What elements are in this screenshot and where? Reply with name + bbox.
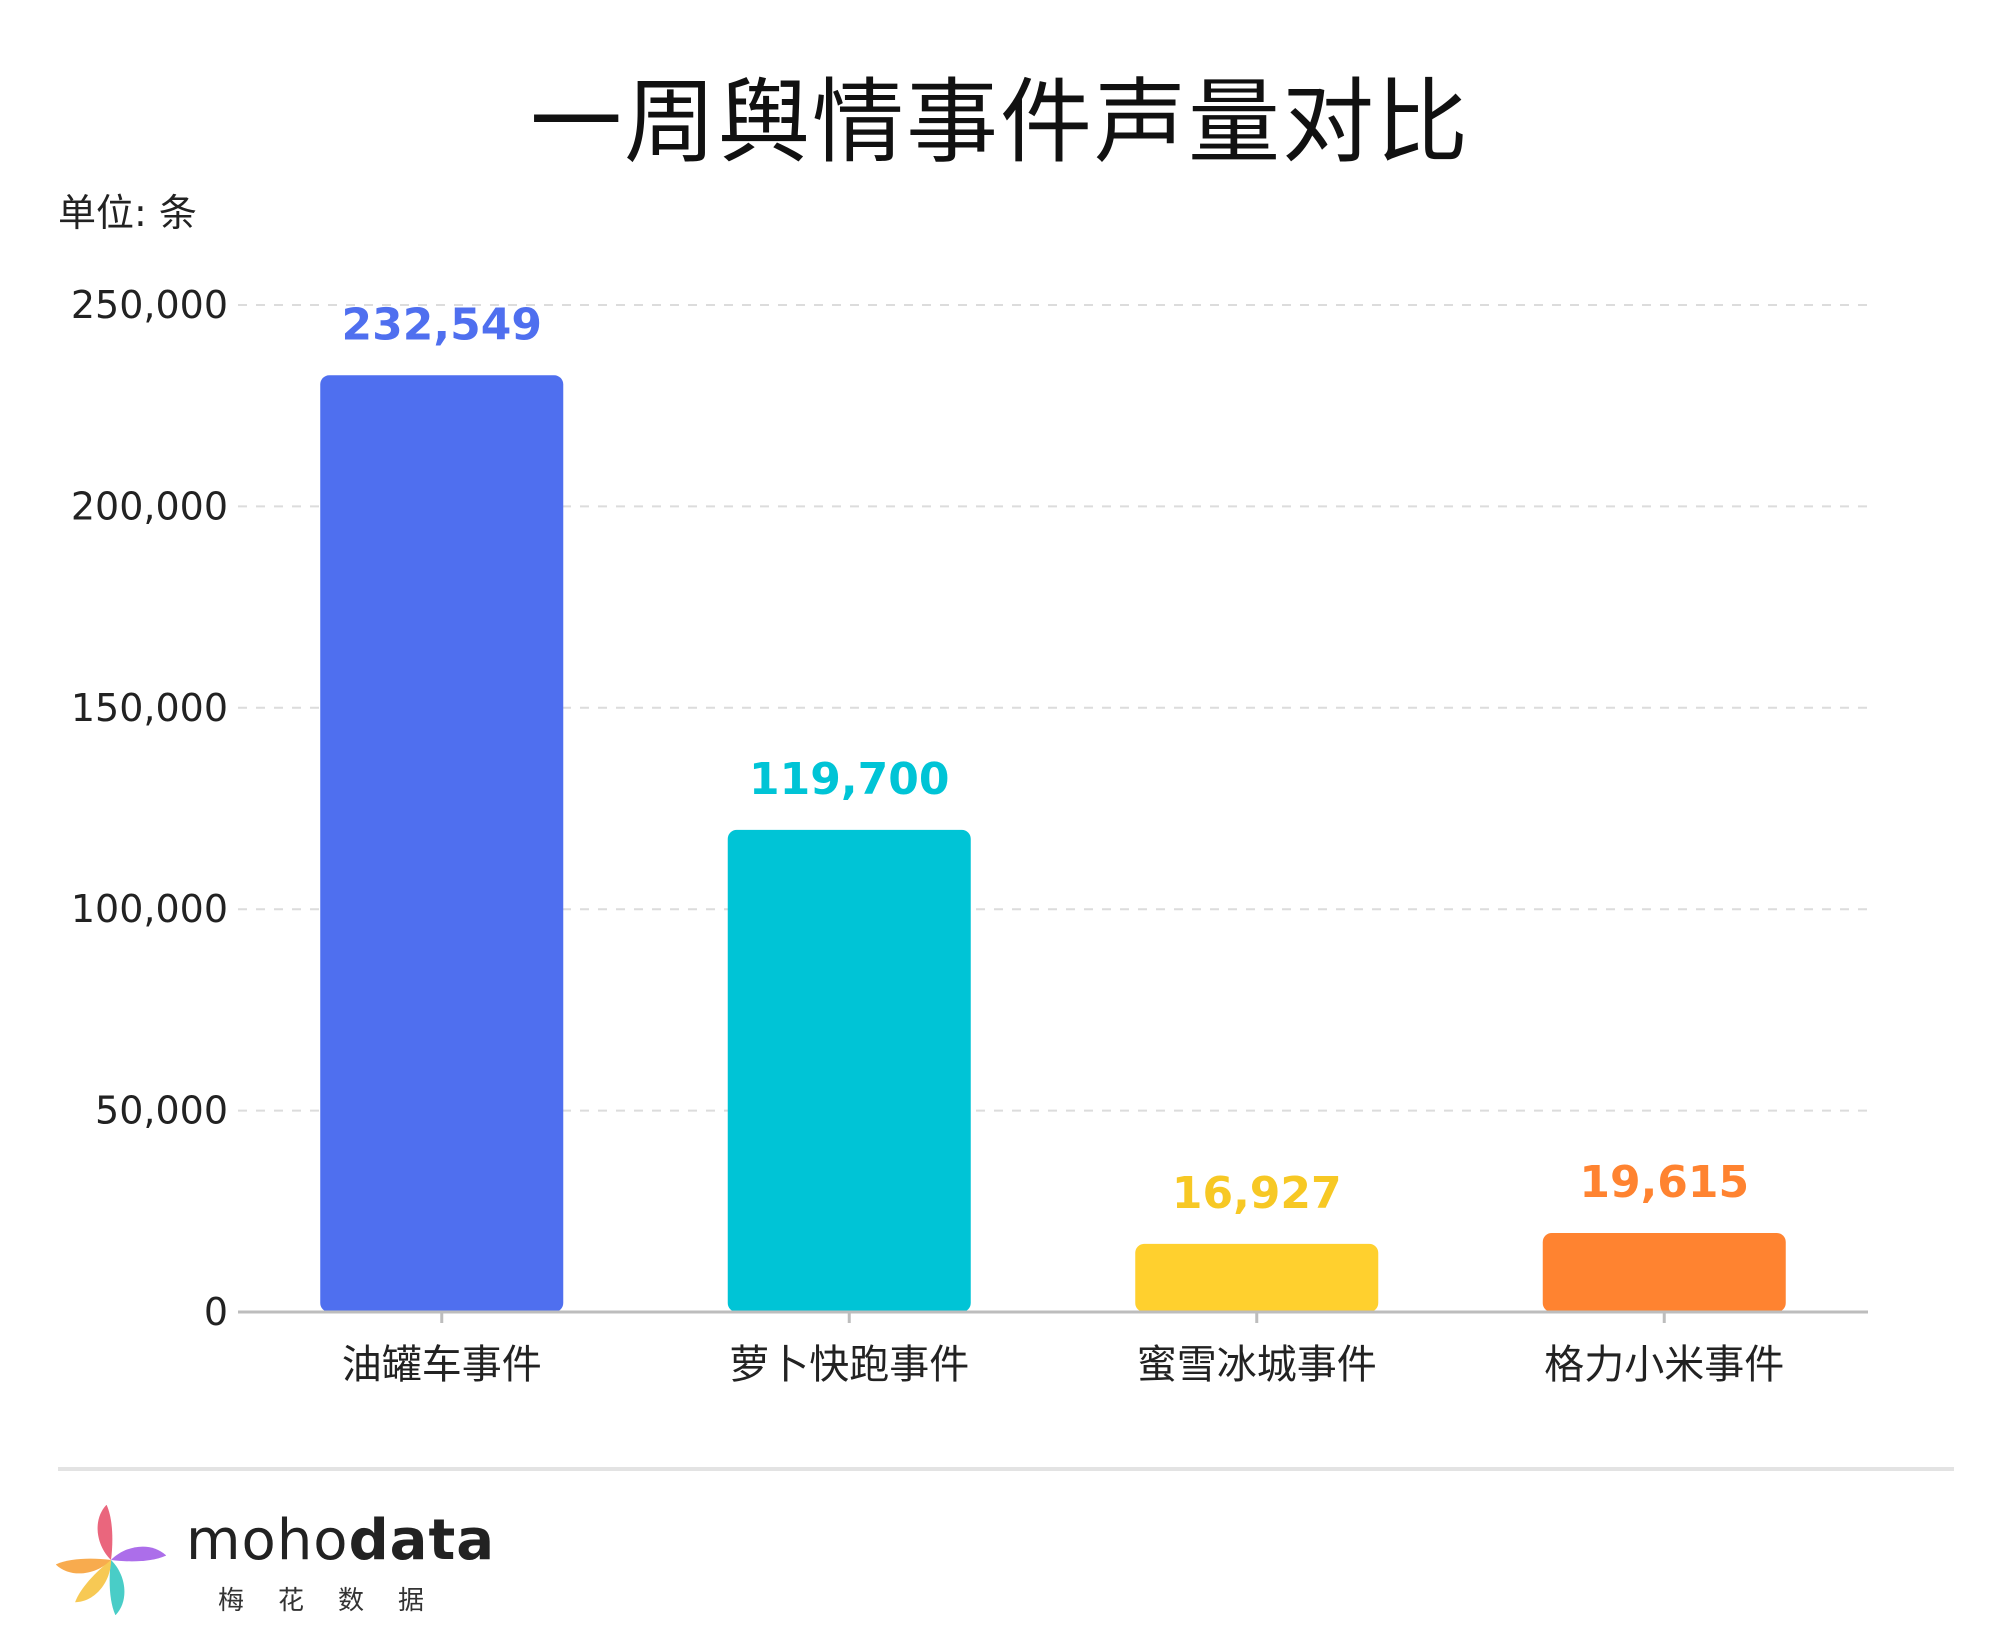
data-label: 232,549 bbox=[342, 299, 542, 350]
category-label: 萝卜快跑事件 bbox=[729, 1342, 969, 1388]
chart-title: 一周舆情事件声量对比 bbox=[529, 69, 1470, 176]
y-tick-label: 100,000 bbox=[71, 887, 228, 931]
mohodata-logo-icon bbox=[56, 1505, 166, 1615]
bar-chart: 0 50,000 100,000 150,000 200,000 250,000 232,… bbox=[71, 283, 1868, 1388]
logo-petal bbox=[75, 1560, 112, 1603]
category-label: 油罐车事件 bbox=[342, 1342, 542, 1388]
brand-subtitle: 梅花数据 bbox=[218, 1586, 459, 1616]
brand-name-bold: data bbox=[348, 1508, 496, 1573]
y-tick-label: 0 bbox=[204, 1290, 228, 1334]
category-label: 格力小米事件 bbox=[1544, 1342, 1784, 1388]
bar bbox=[1542, 1232, 1786, 1312]
brand-name: mohodata bbox=[186, 1508, 495, 1573]
y-tick-label: 200,000 bbox=[71, 484, 228, 528]
bar bbox=[320, 375, 564, 1313]
brand-name-light: moho bbox=[186, 1508, 349, 1573]
logo-petal bbox=[109, 1560, 125, 1615]
y-tick-label: 250,000 bbox=[71, 283, 228, 327]
footer-divider bbox=[58, 1467, 1954, 1471]
data-label: 19,615 bbox=[1579, 1157, 1749, 1208]
category-label: 蜜雪冰城事件 bbox=[1137, 1342, 1377, 1388]
y-tick-label: 150,000 bbox=[71, 686, 228, 730]
data-label: 16,927 bbox=[1172, 1168, 1342, 1219]
data-label: 119,700 bbox=[749, 754, 949, 805]
logo-petal bbox=[111, 1546, 166, 1562]
bar bbox=[727, 829, 971, 1312]
unit-label: 单位: 条 bbox=[58, 191, 197, 235]
bar bbox=[1135, 1243, 1379, 1312]
logo-petal bbox=[97, 1505, 113, 1560]
logo-petal bbox=[56, 1558, 111, 1574]
y-tick-label: 50,000 bbox=[95, 1089, 228, 1133]
